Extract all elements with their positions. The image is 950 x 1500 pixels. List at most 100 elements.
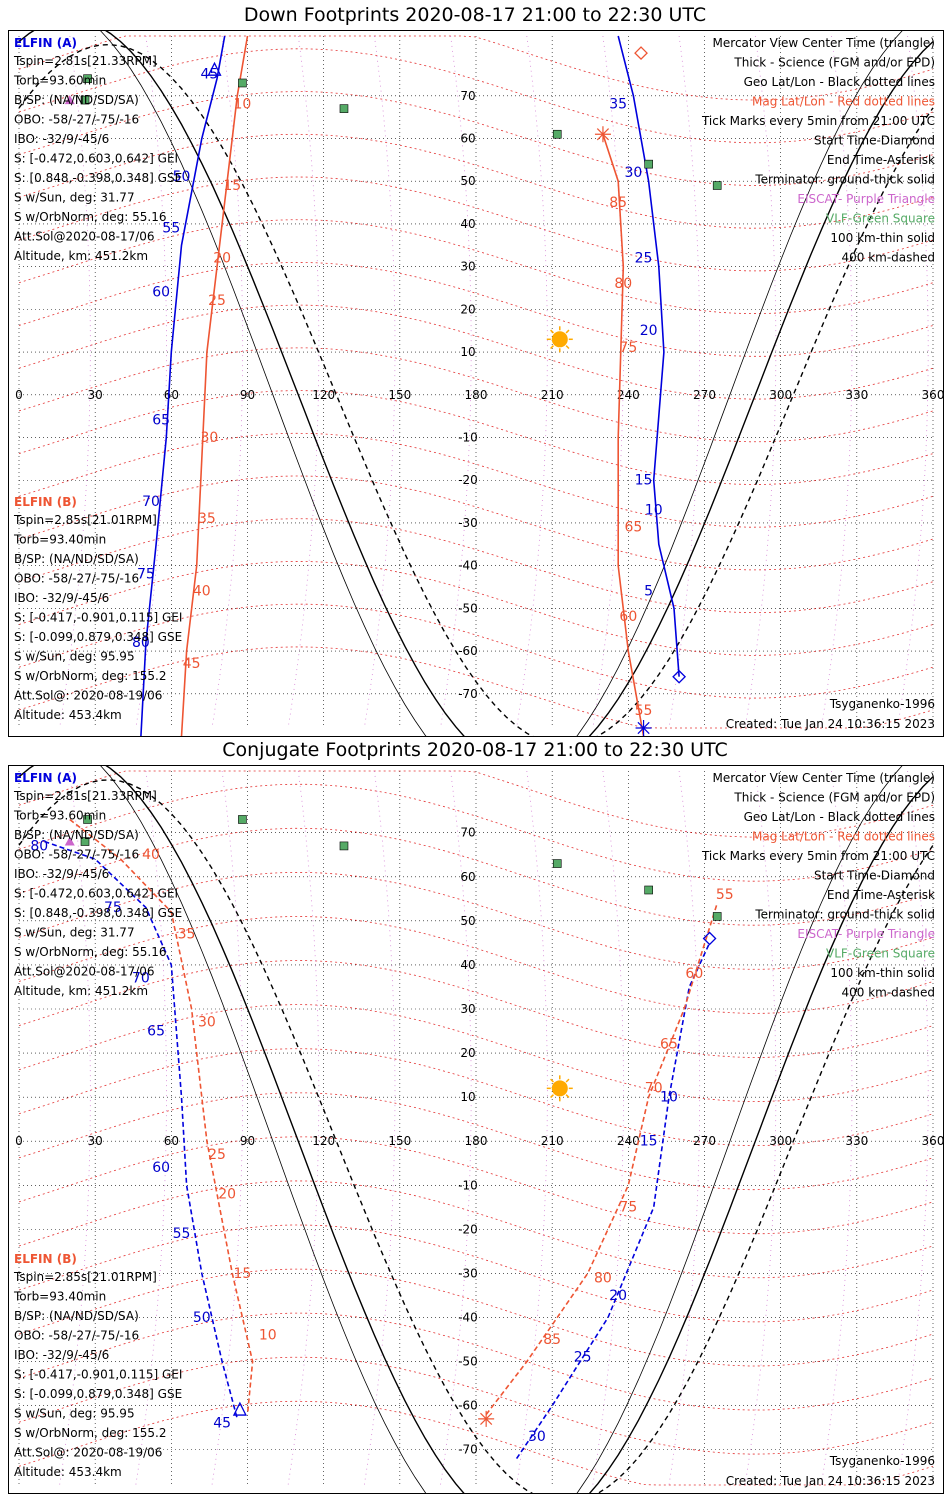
elfin-b-info-line: Torb=93.40min (13, 533, 106, 547)
lon-tick-label: 150 (388, 388, 411, 402)
lon-tick-label: 30 (88, 1134, 103, 1148)
elfin-a-info-line: B/SP: (NA/ND/SD/SA) (14, 93, 139, 107)
vlf-square (712, 912, 722, 921)
lon-tick-label: 90 (240, 388, 255, 402)
elfin-b-tick-label: 80 (594, 1270, 612, 1286)
elfin-a-info-line: Altitude, km: 451.2km (14, 984, 148, 998)
lat-tick-label: 10 (460, 1090, 475, 1104)
elfin-b-info-line: Tspin=2.85s[21.01RPM] (13, 513, 157, 527)
elfin-b-tick-label: 35 (178, 926, 196, 942)
elfin-b-tick-label: 60 (619, 609, 637, 625)
lat-tick-label: -70 (458, 687, 478, 701)
lon-tick-label: 300 (769, 388, 792, 402)
elfin-a-tick-label: 10 (660, 1090, 678, 1106)
elfin-b-info-line: S: [-0.417,-0.901,0.115] GEI (14, 1368, 182, 1382)
lon-tick-label: 240 (617, 1134, 640, 1148)
vlf-square (644, 159, 653, 169)
legend-line: Tick Marks every 5min from 21:00 UTC (701, 849, 935, 863)
vlf-square (238, 78, 247, 88)
elfin-a-info-line: OBO: -58/-27/-75/-16 (14, 848, 139, 862)
lat-tick-label: 50 (460, 174, 475, 188)
legend-line: End Time-Asterisk (827, 153, 935, 167)
elfin-b-tick-label: 15 (223, 178, 241, 194)
elfin-b-tick-label: 20 (213, 250, 231, 266)
vlf-square (83, 74, 92, 84)
elfin-a-info-line: Tspin=2.81s[21.33RPM] (13, 789, 157, 803)
elfin-a-tick-label: 75 (137, 566, 155, 582)
terminator-line (100, 766, 903, 1493)
terminator-line (100, 31, 903, 736)
sun-marker (551, 1080, 568, 1097)
elfin-b-info-line: S w/Sun, deg: 95.95 (14, 1407, 135, 1421)
lat-tick-label: -10 (458, 1178, 478, 1192)
mag-lon-line (516, 770, 548, 1486)
vlf-square (339, 841, 349, 851)
legend-line: Tick Marks every 5min from 21:00 UTC (701, 114, 935, 128)
lon-tick-label: 120 (312, 1134, 335, 1148)
elfin-a-info-line: S: [0.848,-0.398,0.348] GSE (14, 906, 182, 920)
mag-lon-line (59, 35, 91, 729)
conjugate-footprints-panel: 0 30 60 90 120 150 180 210 240 270 300 330 360 70 60 50… (8, 765, 944, 1494)
mag-lon-line (592, 35, 624, 729)
center-time-triangle (207, 61, 222, 76)
mag-lat-line (18, 432, 934, 528)
lat-tick-label: 10 (460, 345, 475, 359)
lon-tick-label: 330 (845, 388, 868, 402)
lat-tick-label: -10 (458, 431, 478, 445)
mag-lat-line (18, 390, 934, 485)
mag-lat-line (18, 518, 934, 613)
elfin-b-info-line: S: [-0.417,-0.901,0.115] GEI (14, 611, 182, 625)
mag-lon-line (668, 770, 701, 1486)
elfin-b-tick-label: 85 (609, 195, 627, 211)
vlf-square (644, 885, 653, 895)
lon-tick-label: 0 (15, 388, 23, 402)
elfin-a-tick-label: 65 (152, 413, 170, 429)
elfin-b-track (602, 133, 645, 736)
created-label: Created: Tue Jan 24 10:36:15 2023 (726, 717, 935, 731)
elfin-a-tick-label: 65 (147, 1023, 165, 1039)
elfin-a-tick-label: 25 (574, 1350, 592, 1366)
elfin-b-tick-label: 65 (624, 520, 642, 536)
elfin-b-info-line: S w/OrbNorm, deg: 155.2 (14, 669, 166, 683)
mag-lat-line (18, 48, 934, 144)
elfin-a-info-line: S: [0.848,-0.398,0.348] GSE (14, 171, 182, 185)
lat-tick-label: 50 (460, 914, 475, 928)
elfin-a-tick-label: 60 (152, 1160, 170, 1176)
mag-lon-line (668, 35, 701, 729)
eiscat-triangle (64, 836, 75, 846)
mag-lon-line (363, 770, 396, 1486)
elfin-b-tick-label: 15 (234, 1266, 252, 1282)
elfin-a-info-line: S w/OrbNorm, deg: 55.16 (14, 210, 166, 224)
lon-tick-label: 270 (693, 1134, 716, 1148)
elfin-a-tick-label: 70 (132, 971, 150, 987)
elfin-b-info-line: OBO: -58/-27/-75/-16 (14, 572, 139, 586)
elfin-a-track (140, 35, 226, 736)
lon-tick-label: 120 (312, 388, 335, 402)
mag-lat-line (18, 91, 934, 186)
mag-lat-line (18, 219, 934, 315)
mag-lon-line (363, 35, 396, 729)
start-diamond (702, 931, 717, 946)
elfin-b-info-line: OBO: -58/-27/-75/-16 (14, 1329, 139, 1343)
terminator-line (18, 43, 934, 736)
elfin-b-info-line: S: [-0.099,0.879,0.348] GSE (14, 1387, 182, 1401)
elfin-b-header: ELFIN (B) (14, 495, 77, 509)
lat-tick-label: -60 (458, 1399, 478, 1413)
elfin-b-tick-label: 10 (234, 97, 252, 113)
lon-tick-label: 60 (164, 1134, 179, 1148)
elfin-b-info-line: S w/Sun, deg: 95.95 (14, 650, 135, 664)
end-asterisk (637, 721, 650, 735)
elfin-b-tick-label: 30 (201, 430, 219, 446)
end-asterisk (480, 1412, 493, 1425)
elfin-a-tick-label: 5 (644, 584, 653, 600)
legend-line: Thick - Science (FGM and/or EPD) (733, 56, 935, 70)
elfin-a-info-line: OBO: -58/-27/-75/-16 (14, 113, 139, 127)
legend-mag-line: Mag Lat/Lon - Red dotted lines (752, 95, 935, 109)
start-diamond (672, 669, 687, 684)
conjugate-title: Conjugate Footprints 2020-08-17 21:00 to… (222, 739, 728, 761)
mag-lon-line (592, 770, 624, 1486)
sun-ray (565, 345, 570, 350)
lon-tick-label: 270 (693, 388, 716, 402)
sun-ray (565, 1094, 570, 1099)
mag-lat-line (18, 603, 934, 699)
